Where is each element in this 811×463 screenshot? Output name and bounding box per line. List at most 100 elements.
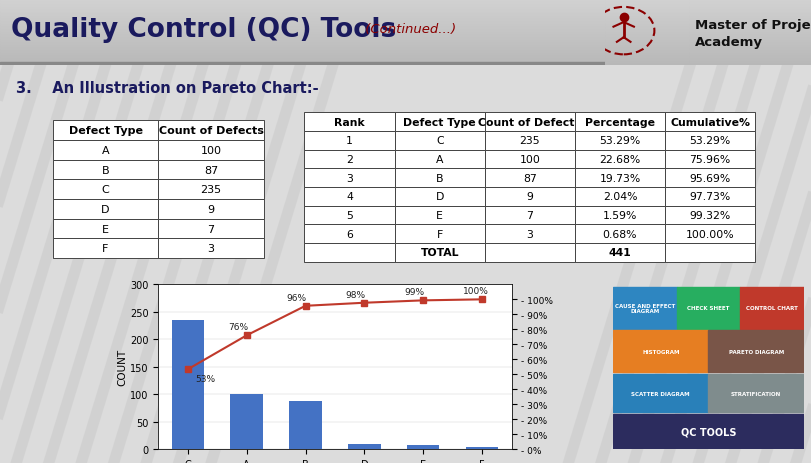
Text: 100%: 100% <box>463 287 488 296</box>
Bar <box>604 14 689 16</box>
Bar <box>604 37 689 38</box>
Bar <box>604 6 689 8</box>
Bar <box>688 33 811 34</box>
Bar <box>688 55 811 56</box>
Bar <box>0 1 811 3</box>
Bar <box>688 9 811 11</box>
Bar <box>348 444 380 449</box>
Bar <box>604 28 689 29</box>
Bar <box>0 30 811 31</box>
Bar <box>0 62 811 63</box>
Bar <box>604 19 689 20</box>
Bar <box>612 374 707 413</box>
Bar <box>0 41 811 42</box>
Bar <box>604 26 689 28</box>
Bar <box>604 58 689 59</box>
Bar <box>0 34 811 36</box>
Bar <box>688 21 811 22</box>
Bar <box>604 17 689 19</box>
Bar <box>604 62 689 63</box>
Bar <box>0 19 811 20</box>
Bar <box>0 39 811 41</box>
Bar <box>604 1 689 3</box>
Bar <box>0 6 811 8</box>
Bar <box>230 394 263 449</box>
Bar <box>604 9 689 11</box>
Bar <box>0 33 811 34</box>
Bar <box>604 61 689 62</box>
Bar <box>604 34 689 36</box>
Bar <box>688 17 811 19</box>
Bar <box>688 49 811 50</box>
Bar <box>0 45 811 46</box>
Bar <box>0 47 811 49</box>
Bar <box>0 36 811 37</box>
Bar <box>604 56 689 58</box>
Bar <box>688 51 811 53</box>
Bar <box>604 49 689 50</box>
Bar <box>604 50 689 51</box>
Text: 99%: 99% <box>404 288 424 297</box>
Bar <box>604 13 689 14</box>
Bar <box>0 24 811 25</box>
Bar <box>604 38 689 39</box>
Bar <box>0 64 811 66</box>
Bar <box>0 3 811 4</box>
Bar <box>604 39 689 41</box>
Bar <box>688 22 811 24</box>
Bar <box>604 36 689 37</box>
Bar <box>604 25 689 26</box>
Bar <box>688 3 811 4</box>
Bar <box>688 1 811 3</box>
Bar <box>604 42 689 44</box>
Bar <box>604 8 689 9</box>
Bar <box>688 4 811 5</box>
Bar <box>688 61 811 62</box>
Bar <box>688 31 811 33</box>
Bar <box>604 30 689 31</box>
Bar <box>0 20 811 21</box>
Bar <box>604 59 689 61</box>
Bar <box>0 25 811 26</box>
Text: STRATIFICATION: STRATIFICATION <box>730 391 780 396</box>
Bar <box>0 14 811 16</box>
Bar <box>0 21 811 22</box>
Bar <box>688 25 811 26</box>
Text: 76%: 76% <box>228 323 247 332</box>
Bar <box>0 55 811 56</box>
Bar <box>688 13 811 14</box>
Bar <box>707 331 803 372</box>
Text: QC TOOLS: QC TOOLS <box>680 426 736 437</box>
Bar <box>0 31 811 33</box>
Bar <box>0 12 811 13</box>
Bar <box>604 31 689 33</box>
Bar <box>688 46 811 47</box>
Bar <box>604 46 689 47</box>
Text: Academy: Academy <box>694 36 762 49</box>
Text: CONTROL CHART: CONTROL CHART <box>745 306 797 311</box>
Bar <box>604 64 689 66</box>
Bar <box>688 37 811 38</box>
Bar <box>688 28 811 29</box>
Bar <box>688 19 811 20</box>
Text: Master of Project: Master of Project <box>694 19 811 31</box>
Bar <box>688 44 811 45</box>
Bar <box>0 17 811 19</box>
Bar <box>0 63 811 66</box>
Bar <box>171 320 204 449</box>
Bar <box>0 61 811 62</box>
Text: CAUSE AND EFFECT
DIAGRAM: CAUSE AND EFFECT DIAGRAM <box>614 303 674 313</box>
Bar <box>0 29 811 30</box>
Bar <box>604 16 689 17</box>
Bar <box>466 447 498 449</box>
Bar <box>604 3 689 4</box>
Bar <box>688 59 811 61</box>
Bar <box>688 29 811 30</box>
Bar <box>688 8 811 9</box>
Bar <box>0 22 811 24</box>
Bar <box>289 401 321 449</box>
Bar <box>604 12 689 13</box>
Bar <box>0 13 811 14</box>
Text: Quality Control (QC) Tools: Quality Control (QC) Tools <box>11 17 395 43</box>
Bar <box>0 5 811 6</box>
